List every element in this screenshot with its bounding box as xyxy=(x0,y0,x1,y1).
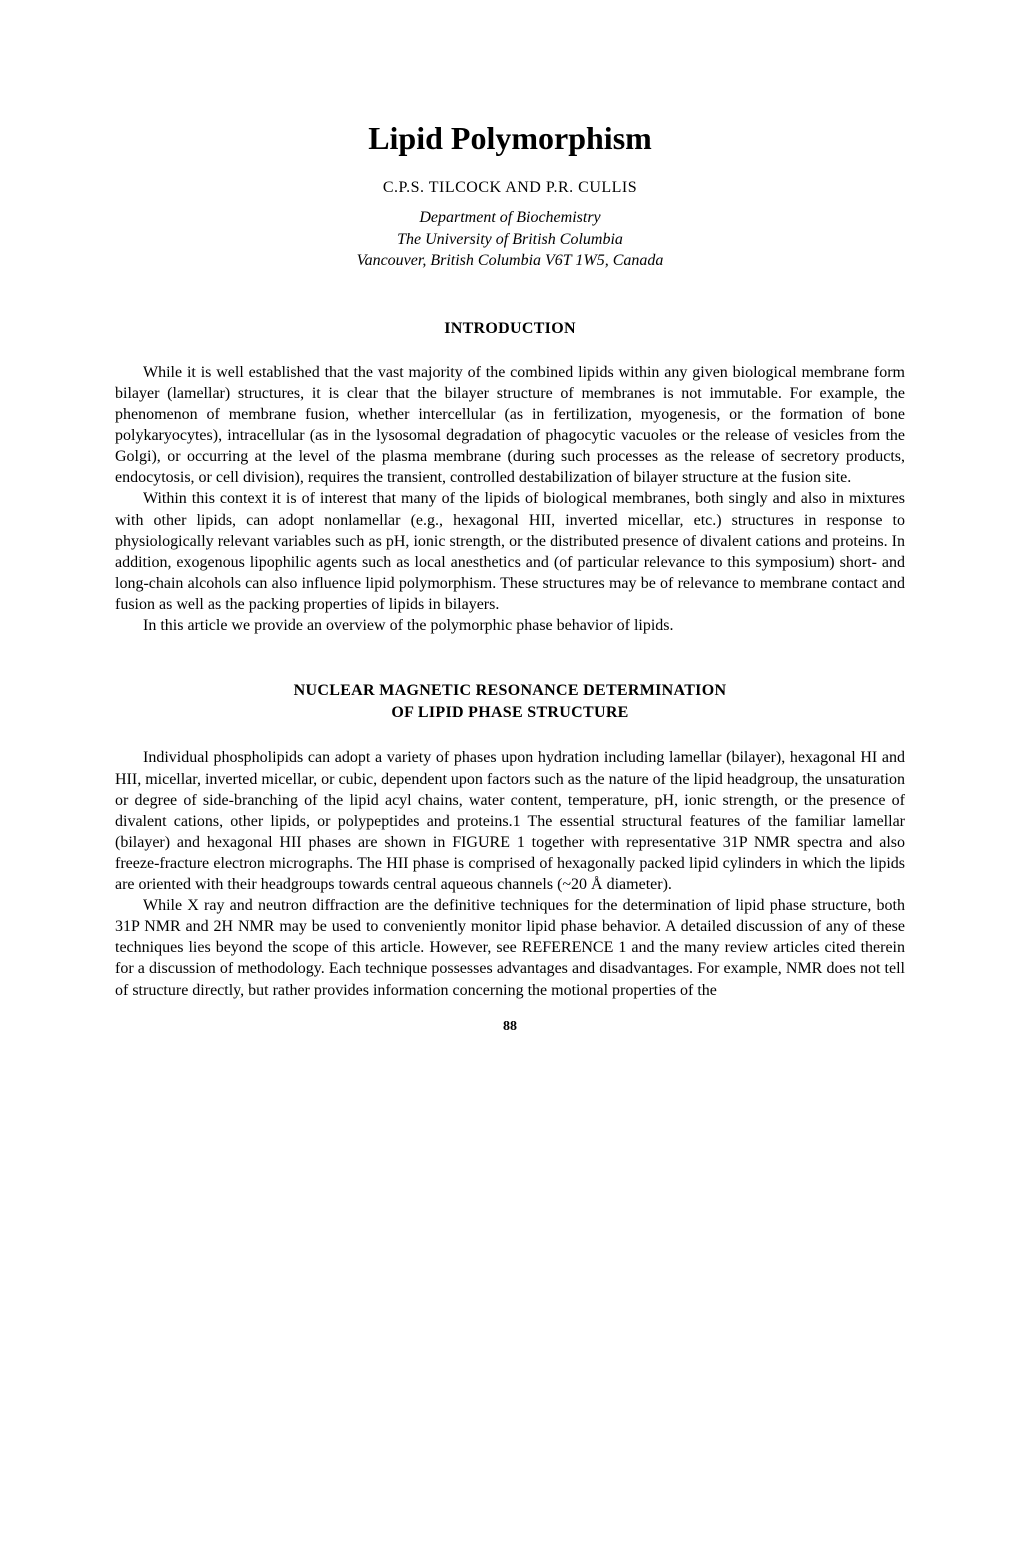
affiliation-line-2: The University of British Columbia xyxy=(115,229,905,251)
section-heading-introduction: INTRODUCTION xyxy=(115,320,905,338)
nmr-heading-line-2: OF LIPID PHASE STRUCTURE xyxy=(115,702,905,724)
affiliation-line-3: Vancouver, British Columbia V6T 1W5, Can… xyxy=(115,250,905,272)
affiliation-block: Department of Biochemistry The Universit… xyxy=(115,207,905,272)
intro-paragraph-1: While it is well established that the va… xyxy=(115,362,905,489)
page-number: 88 xyxy=(115,1019,905,1035)
intro-paragraph-3: In this article we provide an overview o… xyxy=(115,615,905,636)
nmr-heading-line-1: NUCLEAR MAGNETIC RESONANCE DETERMINATION xyxy=(115,680,905,702)
authors-line: C.P.S. TILCOCK AND P.R. CULLIS xyxy=(115,179,905,197)
nmr-paragraph-2: While X ray and neutron diffraction are … xyxy=(115,895,905,1001)
paper-title: Lipid Polymorphism xyxy=(115,120,905,157)
intro-paragraph-2: Within this context it is of interest th… xyxy=(115,488,905,615)
affiliation-line-1: Department of Biochemistry xyxy=(115,207,905,229)
nmr-paragraph-1: Individual phospholipids can adopt a var… xyxy=(115,747,905,895)
section-heading-nmr: NUCLEAR MAGNETIC RESONANCE DETERMINATION… xyxy=(115,680,905,723)
